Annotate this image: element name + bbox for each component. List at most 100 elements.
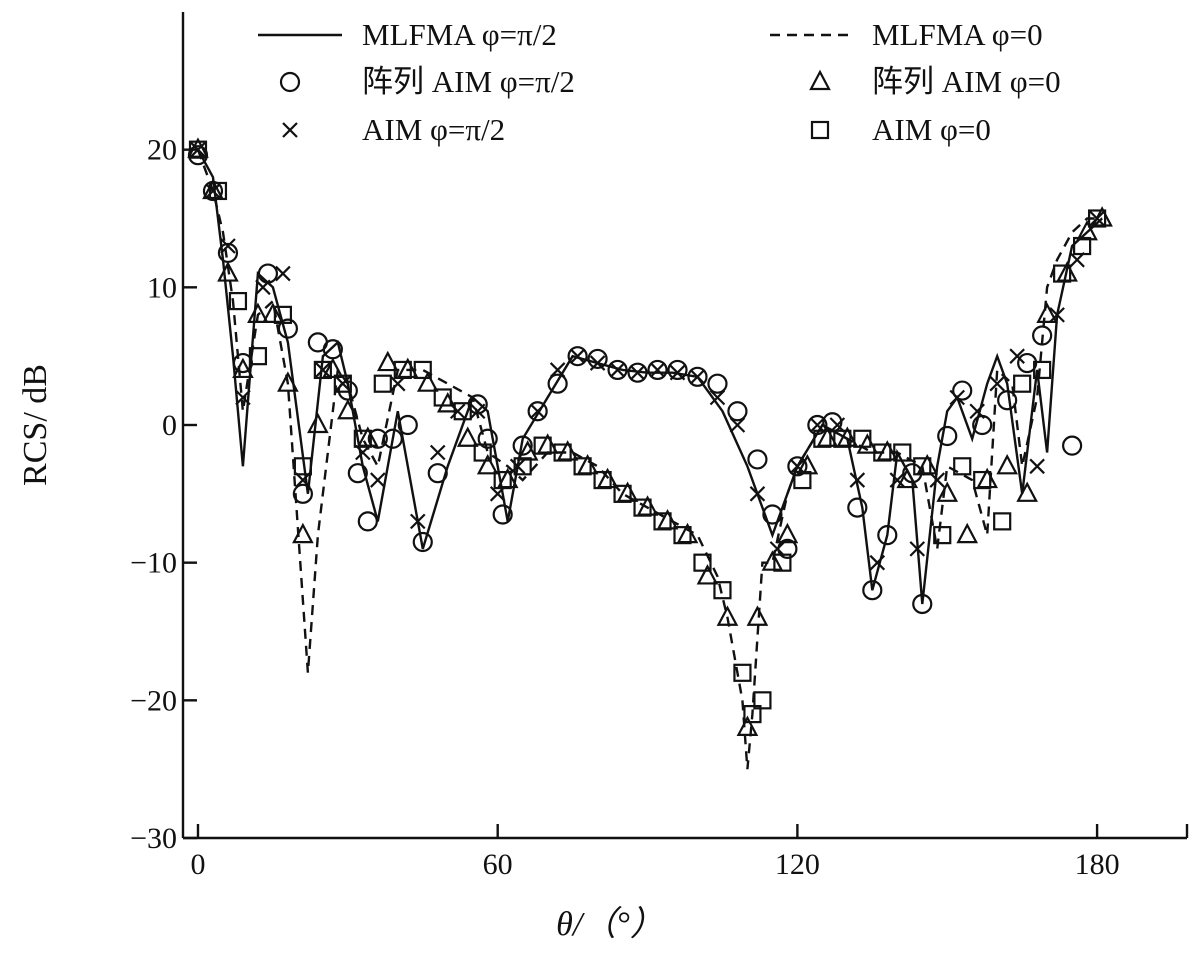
series-6-point xyxy=(773,553,792,572)
series-3-point xyxy=(232,352,254,374)
series-5-point xyxy=(949,389,966,406)
series-3-point xyxy=(277,318,298,339)
series-3-point xyxy=(427,463,448,484)
series-4-point xyxy=(337,398,359,420)
series-6-point xyxy=(793,470,812,490)
x-tick-label: 120 xyxy=(775,848,820,881)
series-5-point xyxy=(889,472,906,488)
series-4-point xyxy=(716,605,739,626)
series-4-point xyxy=(736,715,759,736)
series-6-point xyxy=(753,691,772,710)
series-6-point xyxy=(853,429,872,448)
series-4-point xyxy=(307,412,329,434)
y-tick-label: 0 xyxy=(162,409,177,442)
legend-label: AIM φ=π/2 xyxy=(362,112,505,147)
legend-marker-triangle xyxy=(809,69,831,91)
series-6-point xyxy=(933,526,952,545)
series-5-point xyxy=(629,364,646,381)
x-tick-label: 0 xyxy=(190,848,205,881)
series-3-point xyxy=(567,346,588,367)
series-5-point xyxy=(255,279,271,296)
series-3-point xyxy=(937,425,958,447)
series-5-point xyxy=(1049,307,1065,323)
series-3-point xyxy=(527,401,548,422)
series-6-point xyxy=(313,360,332,380)
series-6-point xyxy=(333,374,352,393)
series-3-point xyxy=(687,366,708,387)
series-5-point xyxy=(929,472,946,488)
series-3-point xyxy=(477,428,498,449)
series-3-point xyxy=(627,362,648,383)
series-6-point xyxy=(833,429,852,448)
series-4-point xyxy=(247,302,269,323)
series-6-point xyxy=(813,429,832,448)
series-5-point xyxy=(549,362,566,378)
series-5-point xyxy=(449,403,466,420)
y-tick-label: −10 xyxy=(130,547,177,580)
series-4-point xyxy=(996,453,1019,475)
series-5-point xyxy=(969,403,985,420)
series-3-point xyxy=(787,456,808,477)
series-3-point xyxy=(727,401,748,422)
series-5-point xyxy=(649,362,666,378)
series-5-point xyxy=(190,141,206,158)
series-3-point xyxy=(997,390,1018,411)
series-3-point xyxy=(877,525,898,546)
series-6-point xyxy=(228,292,248,311)
legend-label: MLFMA φ=π/2 xyxy=(362,17,557,52)
series-6-point xyxy=(553,443,572,462)
series-5-point xyxy=(529,403,546,420)
series-4-point xyxy=(232,357,254,379)
x-axis-label: θ/（°） xyxy=(556,905,664,943)
series-6-point xyxy=(1053,264,1072,283)
series-3-point xyxy=(382,428,403,449)
series-6-point xyxy=(893,443,912,462)
series-6-point xyxy=(573,457,592,476)
series-3-point xyxy=(912,593,933,615)
series-3-point xyxy=(587,348,608,370)
series-3-point xyxy=(357,511,378,532)
series-6-point xyxy=(533,436,552,455)
series-6-point xyxy=(653,512,672,531)
series-5-point xyxy=(869,554,886,571)
series-5-point xyxy=(1009,348,1025,364)
series-4-point xyxy=(376,350,399,372)
series-5-point xyxy=(315,362,331,378)
series-4-point xyxy=(1076,219,1098,241)
series-3-point xyxy=(492,504,513,525)
series-4-point xyxy=(956,522,979,544)
series-3-point xyxy=(1017,352,1038,374)
series-4-point xyxy=(416,371,439,392)
legend: MLFMA φ=π/2 MLFMA φ=0 阵列 AIM φ=π/2 阵列 AIM φ… xyxy=(258,17,1061,147)
series-5-point xyxy=(849,472,866,488)
series-3-point xyxy=(747,449,768,470)
series-6-point xyxy=(373,374,392,393)
series-5-point xyxy=(429,444,446,461)
series-5-point xyxy=(409,513,426,530)
series-3-point xyxy=(807,414,828,436)
y-axis-label: RCS/ dB xyxy=(17,364,54,486)
series-5-point xyxy=(709,389,726,406)
series-3-point xyxy=(547,373,568,394)
series-3-point xyxy=(397,414,418,436)
series-6-point xyxy=(993,512,1012,531)
series-6-point xyxy=(913,457,932,476)
series-6-point xyxy=(293,457,312,476)
series-5-point xyxy=(829,417,846,433)
series-6-point xyxy=(743,704,762,724)
plot-markers-layer xyxy=(187,137,1113,736)
series-5-point xyxy=(205,183,221,199)
series-6-point xyxy=(473,443,492,462)
series-6-point xyxy=(513,457,532,476)
series-3-point xyxy=(257,263,279,284)
series-6-point xyxy=(613,484,632,503)
series-6-point xyxy=(493,470,512,490)
series-5-point xyxy=(275,265,291,282)
series-6-point xyxy=(353,429,372,448)
series-4-point xyxy=(436,391,459,413)
series-4-point xyxy=(761,550,784,571)
y-tick-label: 10 xyxy=(147,271,177,304)
series-5-point xyxy=(295,472,311,488)
series-6-point xyxy=(673,526,692,545)
